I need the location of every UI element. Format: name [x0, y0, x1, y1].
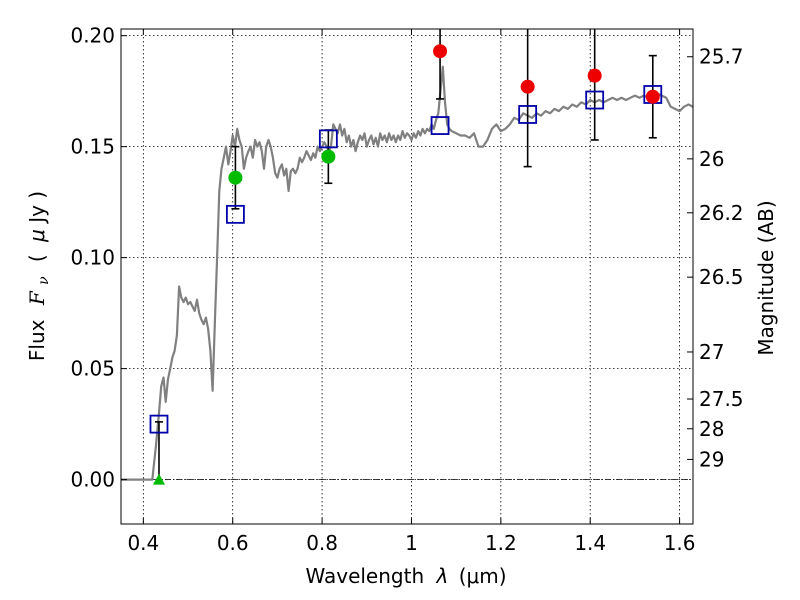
mag-tick-label: 26.2: [699, 201, 744, 225]
model-spectrum: [121, 65, 693, 481]
mag-tick-label: 25.7: [699, 45, 744, 69]
y-tick-label: 0.00: [70, 468, 115, 492]
x-tick-label: 1.2: [485, 531, 517, 555]
x-axis-label: Wavelength λ (μm): [305, 564, 506, 588]
mag-tick-label: 29: [699, 447, 724, 471]
model-photometry-square: [225, 204, 245, 224]
model-spectrum-line: [121, 65, 693, 481]
observed-flux-red-point: [433, 44, 448, 59]
x-axis-label-text: Wavelength: [305, 564, 424, 588]
x-tick-label: 0.6: [217, 531, 249, 555]
data-markers: [149, 44, 663, 485]
mag-tick-label: 26: [699, 147, 724, 171]
y2-axis-label: Magnitude (AB): [754, 200, 778, 355]
model-photometry-square: [585, 90, 605, 110]
mag-tick-label: 26.5: [699, 265, 744, 289]
mag-tick-label: 27: [699, 340, 724, 364]
y-axis-label: Flux F ν ( μ Jy ): [25, 191, 53, 361]
observed-flux-red-point: [520, 79, 535, 94]
y-tick-label: 0.20: [70, 24, 115, 48]
model-photometry-square: [518, 105, 538, 124]
observed-flux-green-point: [228, 170, 243, 185]
x-tick-label: 1.6: [664, 531, 696, 555]
x-axis-label-symbol: λ: [436, 564, 449, 588]
mag-tick-label: 27.5: [699, 387, 744, 411]
x-axis-label-unit: (μm): [459, 564, 507, 588]
observed-flux-red-point: [587, 68, 602, 83]
model-photometry-square: [318, 129, 338, 149]
y-axis-label-unit-mu: μ: [25, 229, 49, 243]
observed-flux-red-point: [645, 89, 660, 104]
observed-flux-green-point: [321, 149, 336, 164]
model-photometry-square: [430, 116, 450, 135]
plot-frame: [120, 28, 694, 525]
observed-upper-limit-triangle: [152, 473, 165, 485]
x-tick-label: 1: [405, 531, 418, 555]
y-tick-label: 0.15: [70, 135, 115, 159]
axis-ticks: 0.4 0.6 0.8 1 1.2 1.4 1.6 0.00 0.05 0.10 0.15 0.20 2…: [70, 24, 743, 555]
y-axis-label-text: Flux: [25, 319, 49, 361]
y-axis-label-symbol: F: [25, 290, 49, 306]
y-axis-label-unit-rest: Jy ): [25, 191, 49, 225]
x-tick-label: 0.8: [306, 531, 338, 555]
y-tick-label: 0.10: [70, 246, 115, 270]
y-axis-label-subscript: ν: [36, 276, 52, 285]
y-axis-label-unit-open: (: [25, 254, 49, 262]
x-tick-label: 0.4: [127, 531, 159, 555]
mag-tick-label: 28: [699, 417, 724, 441]
y-tick-label: 0.05: [70, 357, 115, 381]
model-photometry-square: [149, 414, 169, 434]
x-tick-label: 1.4: [574, 531, 606, 555]
